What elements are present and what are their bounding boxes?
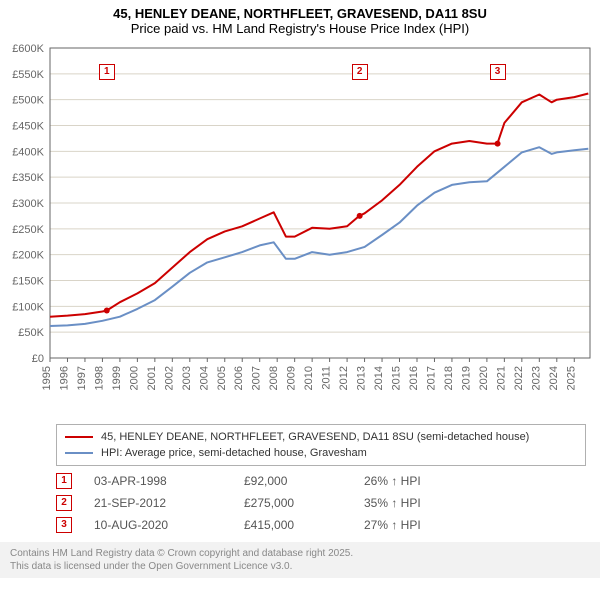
title-block: 45, HENLEY DEANE, NORTHFLEET, GRAVESEND,… — [0, 0, 600, 38]
legend: 45, HENLEY DEANE, NORTHFLEET, GRAVESEND,… — [56, 424, 586, 466]
svg-text:£450K: £450K — [12, 121, 44, 133]
svg-text:2015: 2015 — [391, 366, 403, 390]
sale-date: 21-SEP-2012 — [94, 496, 244, 510]
svg-text:£0: £0 — [32, 353, 44, 365]
table-row: 1 03-APR-1998 £92,000 26% ↑ HPI — [56, 470, 586, 492]
svg-text:2000: 2000 — [128, 366, 140, 390]
svg-text:£50K: £50K — [18, 327, 44, 339]
svg-text:2011: 2011 — [321, 366, 333, 390]
svg-text:2004: 2004 — [198, 366, 210, 390]
svg-text:£250K: £250K — [12, 224, 44, 236]
table-row: 3 10-AUG-2020 £415,000 27% ↑ HPI — [56, 514, 586, 536]
svg-text:2003: 2003 — [181, 366, 193, 390]
svg-text:1997: 1997 — [76, 366, 88, 390]
svg-text:2017: 2017 — [425, 366, 437, 390]
svg-text:1999: 1999 — [111, 366, 123, 390]
chart-area: £0 £50K £100K £150K £200K £250K £300K £350K £400… — [0, 38, 600, 418]
legend-swatch-1 — [65, 436, 93, 438]
sale-marker-icon: 3 — [56, 517, 72, 533]
svg-text:£400K: £400K — [12, 146, 44, 158]
plot-marker-box: 2 — [352, 64, 368, 80]
legend-swatch-2 — [65, 452, 93, 454]
sale-price: £92,000 — [244, 474, 364, 488]
sale-pct: 27% ↑ HPI — [364, 518, 421, 532]
svg-text:1996: 1996 — [58, 366, 70, 390]
sale-date: 03-APR-1998 — [94, 474, 244, 488]
footer-note: Contains HM Land Registry data © Crown c… — [0, 542, 600, 578]
svg-text:2025: 2025 — [565, 366, 577, 390]
svg-text:2022: 2022 — [513, 366, 525, 390]
svg-text:2012: 2012 — [338, 366, 350, 390]
legend-row: HPI: Average price, semi-detached house,… — [65, 445, 577, 461]
svg-text:2013: 2013 — [356, 366, 368, 390]
svg-text:2024: 2024 — [548, 366, 560, 390]
svg-text:£200K: £200K — [12, 250, 44, 262]
svg-text:£150K: £150K — [12, 276, 44, 288]
sale-price: £415,000 — [244, 518, 364, 532]
svg-text:£100K: £100K — [12, 301, 44, 313]
sale-marker-icon: 2 — [56, 495, 72, 511]
svg-text:2019: 2019 — [460, 366, 472, 390]
title-line1: 45, HENLEY DEANE, NORTHFLEET, GRAVESEND,… — [8, 6, 592, 21]
svg-text:2009: 2009 — [286, 366, 298, 390]
svg-text:£350K: £350K — [12, 172, 44, 184]
sales-table: 1 03-APR-1998 £92,000 26% ↑ HPI 2 21-SEP… — [56, 470, 586, 536]
svg-text:2008: 2008 — [268, 366, 280, 390]
plot-marker-box: 3 — [490, 64, 506, 80]
svg-text:2005: 2005 — [216, 366, 228, 390]
svg-text:2007: 2007 — [251, 366, 263, 390]
sale-pct: 26% ↑ HPI — [364, 474, 421, 488]
footer-line1: Contains HM Land Registry data © Crown c… — [10, 547, 590, 560]
sale-pct: 35% ↑ HPI — [364, 496, 421, 510]
svg-text:£600K: £600K — [12, 43, 44, 55]
svg-text:£500K: £500K — [12, 95, 44, 107]
svg-text:2016: 2016 — [408, 366, 420, 390]
svg-text:2010: 2010 — [303, 366, 315, 390]
legend-label: HPI: Average price, semi-detached house,… — [101, 447, 367, 459]
svg-text:2023: 2023 — [530, 366, 542, 390]
chart-container: 45, HENLEY DEANE, NORTHFLEET, GRAVESEND,… — [0, 0, 600, 578]
svg-text:2006: 2006 — [233, 366, 245, 390]
svg-text:2020: 2020 — [478, 366, 490, 390]
svg-text:2001: 2001 — [146, 366, 158, 390]
title-line2: Price paid vs. HM Land Registry's House … — [8, 21, 592, 36]
svg-text:1998: 1998 — [93, 366, 105, 390]
legend-row: 45, HENLEY DEANE, NORTHFLEET, GRAVESEND,… — [65, 429, 577, 445]
chart-svg: £0 £50K £100K £150K £200K £250K £300K £350K £400… — [0, 38, 600, 418]
footer-line2: This data is licensed under the Open Gov… — [10, 560, 590, 573]
sale-date: 10-AUG-2020 — [94, 518, 244, 532]
svg-text:2018: 2018 — [443, 366, 455, 390]
sale-price: £275,000 — [244, 496, 364, 510]
svg-text:£550K: £550K — [12, 69, 44, 81]
sale-marker-icon: 1 — [56, 473, 72, 489]
svg-text:2021: 2021 — [495, 366, 507, 390]
svg-text:£300K: £300K — [12, 198, 44, 210]
plot-marker-box: 1 — [99, 64, 115, 80]
svg-text:1995: 1995 — [41, 366, 53, 390]
table-row: 2 21-SEP-2012 £275,000 35% ↑ HPI — [56, 492, 586, 514]
legend-label: 45, HENLEY DEANE, NORTHFLEET, GRAVESEND,… — [101, 431, 529, 443]
svg-text:2014: 2014 — [373, 366, 385, 390]
svg-text:2002: 2002 — [163, 366, 175, 390]
